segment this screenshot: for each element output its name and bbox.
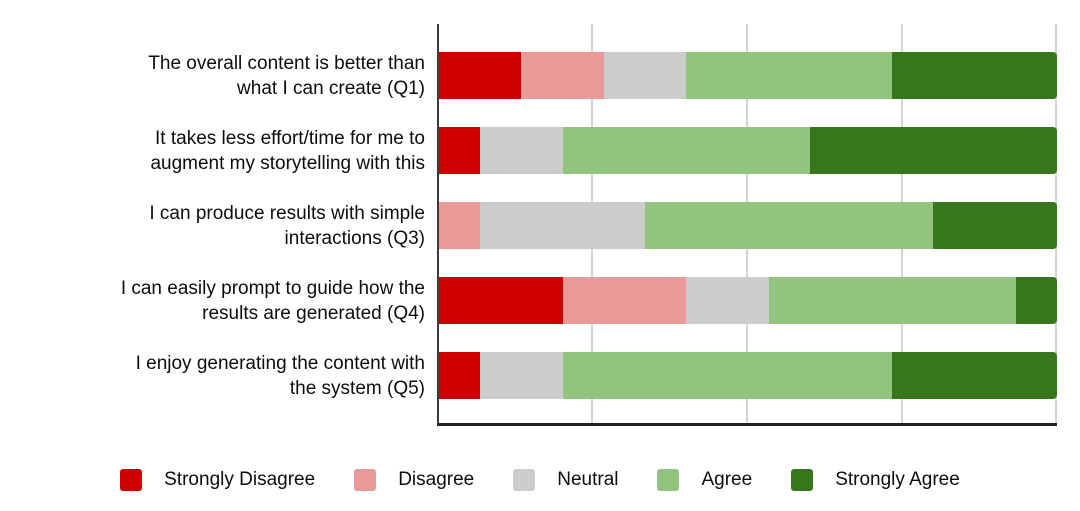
bar-segment-strongly-disagree	[439, 277, 563, 324]
bar-segment-strongly-agree	[809, 127, 1057, 174]
legend-item-strongly-disagree: Strongly Disagree	[120, 469, 315, 491]
legend-swatch-disagree-icon	[354, 469, 377, 491]
legend: Strongly Disagree Disagree Neutral Agree…	[0, 469, 1080, 491]
category-label-q5: I enjoy generating the content with the s…	[135, 352, 425, 399]
legend-label-agree: Agree	[701, 469, 753, 490]
legend-label-strongly-agree: Strongly Agree	[835, 469, 960, 490]
bar-segment-neutral	[480, 127, 563, 174]
legend-label-disagree: Disagree	[398, 469, 475, 490]
bar-segment-agree	[686, 52, 893, 99]
bar-segment-strongly-agree	[1015, 277, 1057, 324]
bar-segment-disagree	[521, 52, 604, 99]
bar-segment-disagree	[562, 277, 687, 324]
legend-label-neutral: Neutral	[557, 469, 619, 490]
category-label-q4: I can easily prompt to guide how the resu…	[120, 277, 425, 324]
bar-row-q2	[439, 127, 1057, 174]
bar-segment-neutral	[686, 277, 769, 324]
bar-row-q5	[439, 352, 1057, 399]
bar-segment-agree	[644, 202, 934, 249]
legend-swatch-neutral-icon	[513, 469, 536, 491]
x-axis-line	[437, 423, 1057, 426]
category-label-q3: I can produce results with simple interac…	[149, 202, 425, 249]
legend-item-strongly-agree: Strongly Agree	[791, 469, 960, 491]
bar-segment-disagree	[439, 202, 481, 249]
bar-segment-agree	[768, 277, 1016, 324]
legend-swatch-agree-icon	[657, 469, 680, 491]
bar-segment-strongly-agree	[892, 352, 1057, 399]
legend-item-agree: Agree	[657, 469, 752, 491]
bar-segment-strongly-disagree	[439, 352, 481, 399]
plot-area	[437, 24, 1057, 426]
legend-item-neutral: Neutral	[513, 469, 618, 491]
bar-segment-strongly-agree	[933, 202, 1057, 249]
bar-row-q4	[439, 277, 1057, 324]
category-label-q1: The overall content is better than what I…	[148, 52, 425, 99]
bar-segment-strongly-disagree	[439, 127, 481, 174]
y-axis-line	[437, 24, 439, 426]
legend-swatch-strongly-disagree-icon	[120, 469, 143, 491]
bar-segment-agree	[562, 127, 810, 174]
bar-segment-agree	[562, 352, 893, 399]
category-label-q2: It takes less effort/time for me to augme…	[150, 127, 425, 174]
bar-segment-neutral	[480, 202, 645, 249]
bar-segment-strongly-agree	[892, 52, 1057, 99]
bar-row-q3	[439, 202, 1057, 249]
bar-segment-strongly-disagree	[439, 52, 522, 99]
legend-swatch-strongly-agree-icon	[791, 469, 814, 491]
legend-label-strongly-disagree: Strongly Disagree	[164, 469, 316, 490]
legend-item-disagree: Disagree	[354, 469, 474, 491]
bar-segment-neutral	[603, 52, 687, 99]
bar-segment-neutral	[480, 352, 563, 399]
bar-row-q1	[439, 52, 1057, 99]
